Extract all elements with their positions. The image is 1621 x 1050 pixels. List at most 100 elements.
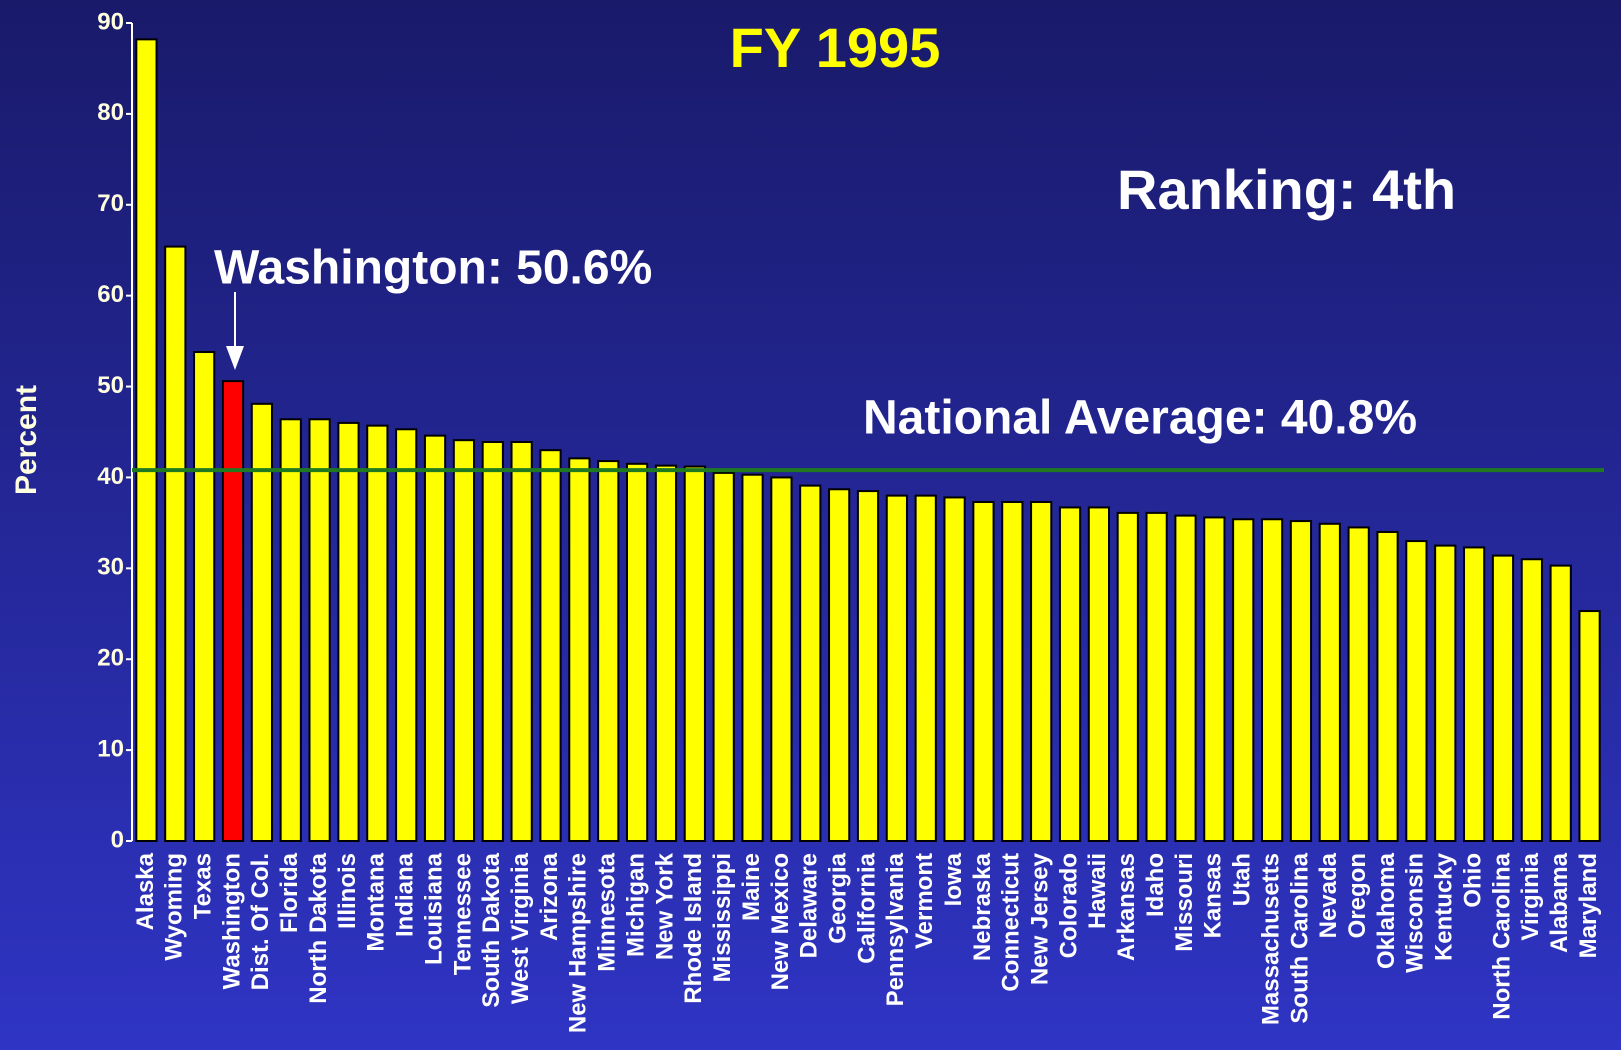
arrow-head: [226, 346, 244, 370]
x-tick-label: Illinois: [334, 853, 361, 929]
bar: [741, 473, 764, 842]
bar: [1232, 518, 1255, 843]
bar: [568, 457, 591, 842]
x-tick-label: Mississippi: [709, 853, 736, 982]
x-tick-label: West Virginia: [507, 852, 534, 1004]
x-tick-label: Louisiana: [420, 852, 447, 965]
y-tick-label: 0: [111, 826, 124, 853]
x-tick-label: Massachusetts: [1257, 853, 1284, 1025]
x-tick-label: Pennsylvania: [882, 852, 909, 1006]
bar: [1491, 554, 1515, 842]
x-tick-label: Georgia: [824, 852, 851, 943]
bar: [366, 424, 389, 842]
x-tick-label: Dist. Of Col.: [247, 853, 274, 990]
bar: [1145, 511, 1168, 842]
x-tick-label: Utah: [1229, 853, 1256, 906]
x-tick-label: Minnesota: [594, 852, 621, 971]
bar: [539, 449, 562, 842]
bar: [1434, 544, 1457, 842]
bar: [1030, 500, 1053, 842]
x-tick-label: Indiana: [392, 852, 419, 937]
bar: [799, 484, 822, 842]
x-tick-label: New Jersey: [1027, 852, 1054, 985]
bar: [452, 439, 476, 842]
bar: [481, 440, 504, 842]
chart-title: FY 1995: [730, 16, 941, 79]
bar: [828, 488, 851, 842]
bar: [1116, 511, 1139, 842]
bar: [279, 418, 302, 842]
x-tick-label: Wisconsin: [1402, 853, 1429, 973]
y-tick-label: 10: [97, 735, 124, 762]
x-tick-label: Montana: [363, 852, 390, 951]
x-tick-label: Rhode Island: [680, 853, 707, 1004]
x-tick-label: Colorado: [1055, 853, 1082, 958]
bar: [221, 380, 245, 842]
reference-label: National Average: 40.8%: [863, 392, 1417, 445]
x-tick-label: California: [853, 852, 880, 963]
x-tick-label: Texas: [190, 853, 217, 919]
bar: [1318, 522, 1341, 842]
x-tick-label: South Dakota: [478, 852, 505, 1007]
bar: [193, 351, 216, 842]
x-tick-label: Wyoming: [161, 853, 188, 961]
x-tick-label: New Hampshire: [565, 853, 592, 1033]
x-tick-label: Connecticut: [998, 853, 1025, 992]
x-tick-label: Hawaii: [1084, 853, 1111, 929]
x-tick-label: South Carolina: [1286, 852, 1313, 1023]
x-tick-label: Nevada: [1315, 852, 1342, 938]
bar: [1549, 564, 1572, 843]
bar: [1376, 530, 1399, 842]
bar: [625, 462, 649, 842]
x-tick-label: Tennessee: [449, 853, 476, 975]
bar: [1578, 610, 1601, 842]
annotation: Ranking: 4th: [1117, 158, 1456, 221]
bar: [510, 440, 533, 842]
y-tick-label: 90: [97, 8, 124, 35]
bar: [250, 402, 273, 842]
bar: [683, 465, 706, 842]
bar: [856, 490, 880, 842]
bar: [164, 245, 187, 842]
bar: [1087, 506, 1111, 842]
bar: [395, 428, 418, 842]
bar: [597, 460, 620, 842]
y-tick-label: 50: [97, 372, 124, 399]
y-tick-label: 40: [97, 463, 124, 490]
x-tick-label: Michigan: [622, 853, 649, 957]
x-tick-label: Florida: [276, 852, 303, 933]
x-tick-label: New Mexico: [767, 853, 794, 990]
bar: [1289, 520, 1313, 842]
x-tick-label: Missouri: [1171, 853, 1198, 952]
x-tick-label: North Dakota: [305, 852, 332, 1003]
bar: [423, 434, 447, 842]
x-tick-label: Arkansas: [1113, 853, 1140, 961]
bar: [135, 38, 158, 843]
annotation: Washington: 50.6%: [214, 242, 652, 295]
x-tick-label: Oklahoma: [1373, 852, 1400, 969]
y-tick-label: 80: [97, 99, 124, 126]
bar: [885, 494, 908, 842]
bar: [943, 496, 966, 842]
x-tick-label: Maine: [738, 853, 765, 921]
bar: [308, 418, 331, 842]
bar: [1174, 514, 1197, 843]
bar: [654, 464, 678, 842]
x-tick-label: New York: [651, 852, 678, 960]
y-axis-label: Percent: [10, 385, 43, 495]
x-tick-label: Alabama: [1546, 852, 1573, 953]
x-tick-label: Kentucky: [1431, 852, 1458, 961]
bar: [1203, 516, 1226, 842]
x-tick-label: Kansas: [1200, 853, 1227, 938]
bar: [1405, 540, 1428, 842]
bar: [1260, 518, 1284, 843]
bar: [770, 476, 793, 842]
x-tick-label: Alaska: [132, 852, 159, 930]
bar: [1001, 500, 1024, 842]
x-tick-label: Idaho: [1142, 853, 1169, 917]
bar: [1058, 506, 1082, 842]
bar: [712, 471, 735, 842]
bar: [1463, 546, 1486, 842]
x-tick-label: Virginia: [1517, 852, 1544, 940]
